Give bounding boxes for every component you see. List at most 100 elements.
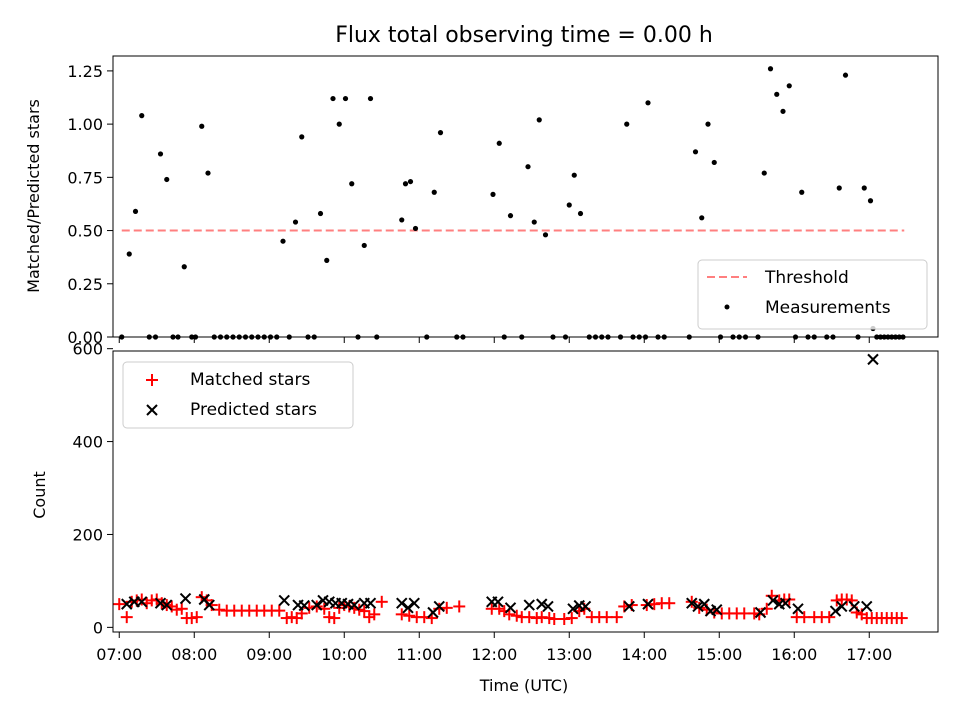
- x-tick-label: 11:00: [396, 645, 442, 664]
- matched-star-point: [175, 602, 188, 615]
- predicted-star-stroke-b: [154, 597, 167, 609]
- measurement-point: [692, 149, 699, 155]
- predicted-star-stroke-b: [692, 600, 704, 613]
- predicted-star-point: [136, 596, 148, 608]
- y-tick-label: 0.75: [67, 168, 103, 187]
- measurement-point: [292, 219, 299, 225]
- measurement-point: [336, 121, 342, 127]
- measurement-point: [431, 189, 437, 195]
- predicted-star-stroke-b: [198, 593, 210, 606]
- measurement-point: [317, 210, 324, 217]
- predicted-star-stroke-b: [298, 599, 310, 612]
- legend-measurements-label: Measurements: [765, 298, 891, 318]
- predicted-star-stroke-b: [767, 594, 779, 607]
- predicted-star-stroke-b: [836, 600, 848, 613]
- top-axes-frame: [112, 55, 939, 338]
- predicted-star-stroke-b: [311, 599, 323, 611]
- matched-star-point: [760, 602, 773, 615]
- predicted-star-stroke-b: [161, 599, 173, 611]
- top-y-axis-label: Matched/Predicted stars: [24, 99, 43, 293]
- measurement-point: [836, 185, 842, 191]
- measurement-point: [577, 210, 584, 217]
- bottom-y-axis-label: Count: [30, 471, 49, 519]
- measurement-point: [342, 95, 349, 102]
- y-tick-label: 600: [72, 340, 103, 359]
- measurement-point: [330, 95, 336, 102]
- measurement-point: [324, 257, 330, 263]
- legend-predicted-swatch: [146, 404, 158, 416]
- bottom-plot-area: [113, 353, 908, 625]
- predicted-star-stroke-b: [848, 600, 860, 613]
- predicted-star-stroke-b: [579, 600, 592, 613]
- matched-star-point: [610, 611, 623, 624]
- predicted-star-stroke-b: [779, 597, 792, 609]
- measurement-point: [437, 130, 444, 136]
- matched-star-point: [328, 612, 341, 625]
- predicted-star-stroke-b: [317, 594, 329, 607]
- predicted-star-stroke-b: [179, 592, 192, 605]
- measurement-point: [536, 117, 542, 123]
- measurement-point: [205, 170, 211, 176]
- measurement-point: [361, 242, 367, 249]
- matched-star-point: [453, 600, 466, 613]
- predicted-star-point: [567, 603, 579, 615]
- measurement-point: [699, 215, 705, 221]
- predicted-star-point: [523, 599, 535, 611]
- predicted-star-stroke-b: [203, 599, 215, 611]
- measurement-point: [164, 176, 170, 183]
- measurement-point: [774, 91, 780, 97]
- bottom-axes-frame: [112, 350, 939, 633]
- x-tick-label: 09:00: [246, 645, 292, 664]
- measurement-point: [157, 151, 164, 157]
- x-tick-label: 14:00: [621, 645, 667, 664]
- predicted-star-point: [364, 597, 377, 609]
- legend-threshold-label: Threshold: [764, 268, 849, 288]
- predicted-star-point: [348, 599, 360, 611]
- predicted-star-point: [779, 597, 792, 609]
- matched-star-point: [358, 605, 371, 618]
- measurement-point: [525, 164, 531, 170]
- predicted-star-stroke-b: [711, 603, 723, 616]
- measurement-point: [711, 159, 717, 166]
- predicted-star-stroke-b: [121, 598, 133, 610]
- predicted-star-point: [692, 600, 704, 613]
- predicted-star-stroke-b: [504, 602, 517, 614]
- predicted-star-point: [836, 600, 848, 613]
- measurement-point: [780, 108, 786, 114]
- matched-star-point: [120, 611, 133, 624]
- predicted-star-stroke-b: [698, 598, 710, 610]
- matched-star-point: [663, 597, 676, 610]
- predicted-star-stroke-b: [861, 600, 873, 613]
- measurement-point: [507, 213, 514, 219]
- legend-matched-swatch: [146, 374, 158, 386]
- predicted-star-stroke-b: [323, 596, 335, 608]
- matched-star-point: [395, 608, 408, 621]
- measurement-point: [861, 185, 867, 191]
- top-legend: Threshold Measurements: [697, 259, 928, 330]
- bottom-legend: Matched stars Predicted stars: [122, 361, 354, 429]
- x-tick-label: 16:00: [771, 645, 817, 664]
- predicted-star-point: [396, 597, 408, 609]
- ratio-panel: Flux total observing time = 0.00 h Match…: [24, 23, 939, 347]
- y-tick-label: 0: [93, 618, 103, 637]
- x-tick-label: 17:00: [846, 645, 892, 664]
- bottom-legend-box: [122, 361, 354, 429]
- measurement-point: [280, 238, 286, 244]
- x-tick-label: 10:00: [321, 645, 367, 664]
- y-tick-label: 0.50: [67, 222, 103, 241]
- legend-measurements-swatch: [724, 304, 730, 310]
- predicted-star-point: [579, 600, 592, 613]
- top-plot-area: [119, 66, 906, 340]
- x-tick-label: 13:00: [546, 645, 592, 664]
- measurement-point: [402, 181, 409, 187]
- predicted-star-point: [536, 598, 548, 610]
- predicted-star-stroke-b: [567, 603, 579, 615]
- count-panel: Count Time (UTC) 0 200 400 600 07:00 08:00 09…: [30, 340, 939, 695]
- measurement-point: [531, 219, 537, 225]
- measurement-point: [132, 208, 139, 215]
- predicted-star-point: [408, 597, 420, 609]
- top-y-ticks: 0.00 0.25 0.50 0.75 1.00 1.25: [67, 62, 113, 347]
- predicted-star-point: [161, 599, 173, 611]
- measurement-point: [412, 225, 419, 232]
